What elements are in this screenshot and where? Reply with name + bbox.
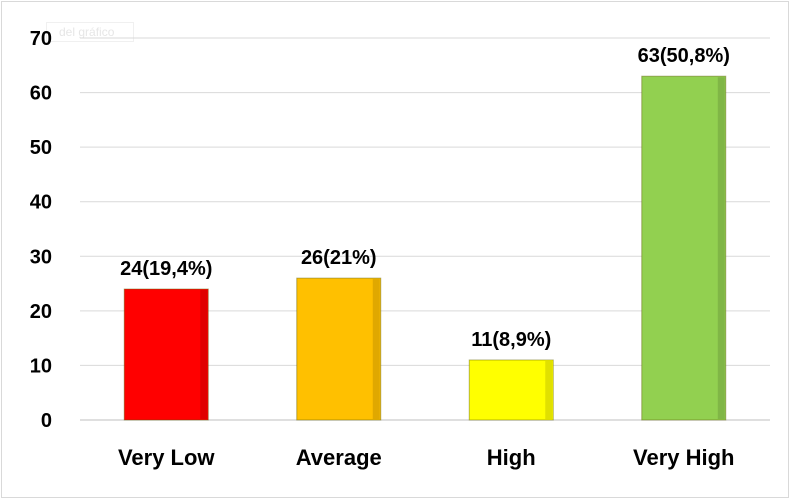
y-tick-label: 20	[30, 301, 52, 323]
bar-shade	[200, 290, 208, 419]
bar-very-low	[123, 288, 209, 421]
bar-very-high	[641, 75, 727, 421]
y-axis-ticks: 0 10 20 30 40 50 60 70	[30, 28, 52, 432]
data-labels: 24(19,4%) 26(21%) 11(8,9%) 63(50,8%)	[120, 45, 730, 351]
bar-high	[468, 359, 554, 421]
data-label: 24(19,4%)	[120, 258, 212, 280]
data-label: 26(21%)	[301, 247, 377, 269]
category-label: High	[487, 445, 536, 470]
data-label: 63(50,8%)	[638, 45, 730, 67]
y-tick-label: 40	[30, 192, 52, 214]
category-label: Very Low	[118, 445, 215, 470]
category-labels: Very Low Average High Very High	[118, 445, 735, 470]
data-label: 11(8,9%)	[471, 329, 551, 351]
y-tick-label: 10	[30, 355, 52, 377]
y-tick-label: 70	[30, 28, 52, 50]
bars	[123, 75, 727, 421]
bar-shade	[545, 360, 553, 419]
category-label: Average	[296, 445, 382, 470]
y-tick-label: 50	[30, 137, 52, 159]
bar-shade	[717, 77, 725, 419]
bar-shade	[372, 279, 380, 419]
y-tick-label: 0	[41, 410, 52, 432]
bar-average	[296, 277, 382, 421]
y-tick-label: 30	[30, 246, 52, 268]
y-tick-label: 60	[30, 83, 52, 105]
category-label: Very High	[633, 445, 734, 470]
chart-title-placeholder: del gráfico	[46, 22, 134, 42]
